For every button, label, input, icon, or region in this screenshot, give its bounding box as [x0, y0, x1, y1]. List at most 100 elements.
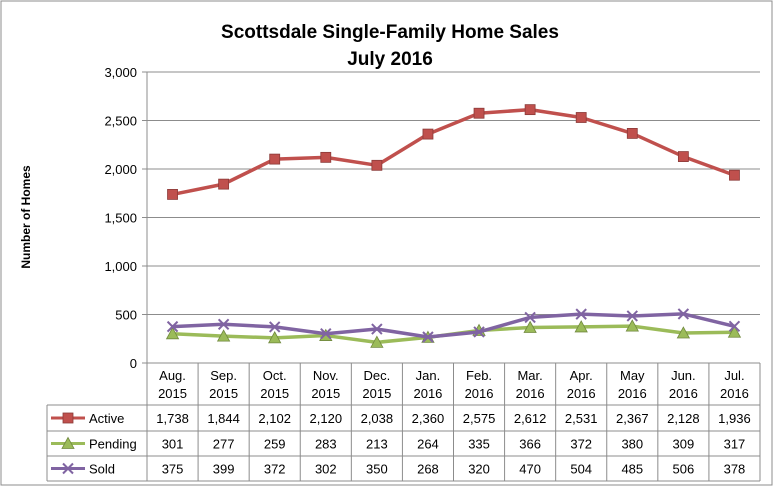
data-point-sold	[371, 323, 383, 335]
table-value-active: 2,038	[361, 411, 394, 426]
y-tick-label: 2,500	[104, 114, 137, 129]
data-point-pending	[676, 326, 691, 339]
marker-stroke	[269, 321, 281, 333]
x-category-year: 2016	[413, 386, 442, 401]
marker-stroke	[62, 462, 74, 475]
data-point-sold	[677, 308, 690, 320]
x-category-label: Jan.	[416, 368, 441, 383]
data-point-active	[626, 128, 638, 139]
data-point-pending	[523, 320, 537, 333]
x-category-year: 2015	[209, 386, 238, 401]
table-value-sold: 320	[468, 462, 490, 477]
table-value-sold: 375	[162, 462, 184, 477]
marker-stroke	[626, 310, 638, 322]
table-value-sold: 302	[315, 462, 337, 477]
legend-label-pending: Pending	[89, 437, 137, 452]
legend-label-sold: Sold	[89, 462, 115, 477]
data-table: Aug. 2015 Sep. 2015 Oct. 2015 Nov. 2015 Dec. 2015…	[46, 363, 761, 482]
marker-stroke	[524, 311, 536, 324]
table-value-pending: 317	[724, 437, 746, 452]
data-point-sold	[626, 310, 638, 322]
data-point-pending	[216, 329, 231, 342]
x-category-year: 2015	[260, 386, 289, 401]
x-category-year: 2015	[158, 386, 187, 401]
table-value-sold: 350	[366, 462, 388, 477]
x-category-label: May	[620, 368, 645, 383]
table-value-pending: 366	[519, 437, 541, 452]
data-point-sold	[473, 326, 485, 338]
series-line-active	[172, 107, 736, 197]
table-value-pending: 259	[264, 437, 286, 452]
data-point-pending	[727, 325, 742, 338]
data-point-pending	[165, 326, 180, 340]
table-value-sold: 378	[724, 462, 746, 477]
x-category-label: Feb.	[466, 368, 492, 383]
data-point-active	[575, 112, 587, 123]
series-lines	[165, 104, 742, 348]
table-value-pending: 213	[366, 437, 388, 452]
y-axis-label: Number of Homes	[19, 165, 33, 269]
data-point-sold	[320, 327, 332, 340]
y-tick-label: 500	[115, 308, 137, 323]
x-category-label: Dec.	[364, 368, 391, 383]
data-point-sold	[269, 321, 281, 333]
data-point-sold	[166, 320, 179, 333]
data-point-active	[422, 128, 434, 140]
x-category-label: Aug.	[159, 368, 186, 383]
x-category-year: 2015	[362, 386, 391, 401]
table-value-active: 2,612	[514, 411, 547, 426]
marker-stroke	[677, 308, 690, 320]
series-line-sold	[172, 312, 735, 339]
data-point-active	[269, 153, 281, 165]
table-value-pending: 264	[417, 437, 439, 452]
table-value-pending: 277	[213, 437, 235, 452]
table-value-active: 1,738	[156, 411, 189, 426]
data-point-active	[320, 151, 332, 163]
data-point-sold	[728, 320, 741, 333]
x-category-year: 2015	[311, 386, 340, 401]
x-category-label: Nov.	[313, 368, 339, 383]
table-value-active: 2,102	[258, 411, 291, 426]
data-point-sold	[422, 331, 434, 343]
y-tick-label: 1,500	[104, 211, 137, 226]
x-category-year: 2016	[618, 386, 647, 401]
table-value-pending: 380	[621, 437, 643, 452]
data-point-pending	[268, 331, 282, 344]
data-point-pending	[574, 320, 588, 333]
data-point-active	[729, 169, 740, 181]
y-tick-label: 2,000	[104, 162, 137, 177]
marker-stroke	[371, 323, 383, 335]
legend-label-active: Active	[89, 411, 124, 426]
data-point-sold	[524, 311, 536, 324]
table-value-sold: 504	[570, 462, 592, 477]
table-value-active: 1,936	[718, 411, 751, 426]
table-value-sold: 485	[621, 462, 643, 477]
table-value-active: 2,360	[412, 411, 445, 426]
chart-title: Scottsdale Single-Family Home Sales	[221, 22, 559, 43]
data-point-active	[473, 107, 485, 119]
table-value-active: 2,367	[616, 411, 649, 426]
y-tick-label: 3,000	[104, 65, 137, 80]
x-category-year: 2016	[567, 386, 596, 401]
y-tick-label: 0	[130, 356, 137, 371]
legend-marker-active	[62, 412, 74, 424]
x-category-label: Apr.	[570, 368, 593, 383]
data-point-sold	[217, 318, 230, 331]
marker-stroke	[422, 331, 434, 343]
x-category-label: Mar.	[517, 368, 542, 383]
table-value-sold: 506	[673, 462, 695, 477]
y-tick-labels: 0 500 1,000 1,500 2,000 2,500 3,000	[104, 65, 137, 371]
data-point-active	[524, 104, 536, 116]
data-point-pending	[625, 319, 639, 332]
x-category-year: 2016	[669, 386, 698, 401]
table-value-pending: 301	[162, 437, 184, 452]
x-category-label: Jul.	[724, 368, 744, 383]
table-value-pending: 309	[673, 437, 695, 452]
table-value-active: 2,575	[463, 411, 496, 426]
data-point-active	[167, 189, 178, 200]
marker-stroke	[320, 327, 332, 340]
marker-stroke	[575, 308, 587, 320]
data-point-active	[218, 178, 230, 190]
data-point-pending	[370, 335, 384, 348]
